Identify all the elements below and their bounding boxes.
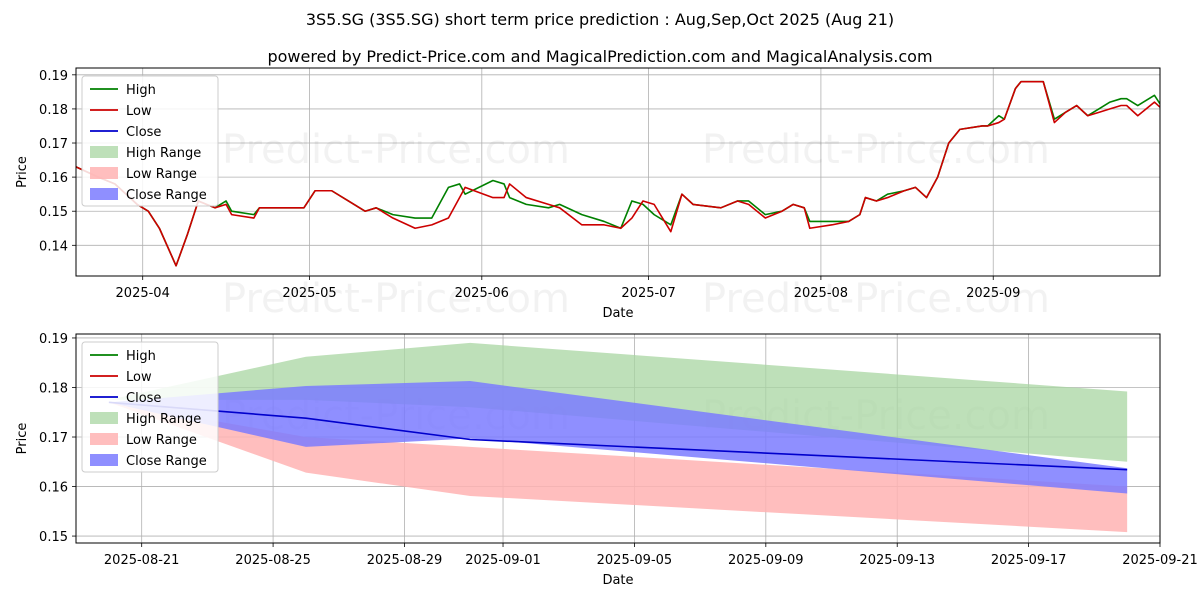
plot-frame	[75, 333, 1161, 544]
legend-label: High	[126, 83, 156, 98]
x-tick-label: 2025-04	[116, 286, 170, 301]
plot-area	[76, 80, 1160, 267]
legend-label: Low Range	[126, 167, 197, 182]
watermark-text: Predict-Price.com	[222, 127, 570, 173]
legend-label: High Range	[126, 412, 201, 427]
x-tick-label: 2025-08-25	[235, 553, 311, 568]
y-tick-label: 0.18	[39, 103, 68, 118]
y-tick-label: 0.18	[39, 381, 68, 396]
x-axis-label: Date	[602, 306, 633, 321]
x-tick-label: 2025-09-05	[597, 553, 673, 568]
y-tick-label: 0.19	[39, 332, 68, 347]
legend-label: Close Range	[126, 188, 207, 203]
legend-label: Close	[126, 125, 161, 140]
watermark-text: Predict-Price.com	[222, 276, 570, 322]
y-tick-label: 0.16	[39, 171, 68, 186]
x-tick-label: 2025-07	[621, 286, 675, 301]
x-tick-label: 2025-09-17	[991, 553, 1067, 568]
x-tick-label: 2025-08-29	[367, 553, 443, 568]
y-tick-label: 0.17	[39, 431, 68, 446]
legend-label: Low	[126, 104, 152, 119]
x-axis-label: Date	[602, 573, 633, 588]
y-tick-label: 0.17	[39, 137, 68, 152]
y-tick-label: 0.15	[39, 530, 68, 545]
x-tick-label: 2025-09-01	[465, 553, 541, 568]
y-axis-label: Price	[15, 423, 30, 455]
legend-label: High	[126, 349, 156, 364]
legend-label: Low	[126, 370, 152, 385]
y-tick-label: 0.14	[39, 239, 68, 254]
x-tick-label: 2025-06	[455, 286, 509, 301]
y-tick-label: 0.16	[39, 481, 68, 496]
legend-swatch-low-range	[90, 433, 118, 445]
x-tick-label: 2025-08	[794, 286, 848, 301]
legend-label: High Range	[126, 146, 201, 161]
legend-swatch-close-range	[90, 188, 118, 200]
legend-swatch-close-range	[90, 454, 118, 466]
legend-label: Close	[126, 391, 161, 406]
watermark-text: Predict-Price.com	[702, 127, 1050, 173]
x-tick-label: 2025-08-21	[104, 553, 180, 568]
watermark-text: Predict-Price.com	[702, 276, 1050, 322]
chart-panel-2: 2025-08-21 2025-08-25 2025-08-29 2025-09-01…	[15, 332, 1198, 588]
plot-area	[108, 342, 1128, 533]
legend-swatch-high-range	[90, 412, 118, 424]
y-tick-label: 0.19	[39, 69, 68, 84]
low-range-band	[108, 402, 1128, 533]
chart-subtitle: powered by Predict-Price.com and Magical…	[267, 47, 933, 66]
y-axis-label: Price	[15, 156, 30, 188]
x-tick-label: 2025-09	[966, 286, 1020, 301]
close-range-band	[108, 381, 1128, 494]
x-tick-label: 2025-09-13	[859, 553, 935, 568]
legend-label: Low Range	[126, 433, 197, 448]
low-series-line	[76, 80, 1160, 267]
chart-title: 3S5.SG (3S5.SG) short term price predict…	[305, 10, 895, 29]
x-tick-label: 2025-05	[282, 286, 336, 301]
plot-frame	[75, 67, 1161, 277]
legend-swatch-low-range	[90, 167, 118, 179]
legend-swatch-high-range	[90, 146, 118, 158]
legend-label: Close Range	[126, 454, 207, 469]
chart-panel-1: 2025-04 2025-05 2025-06 2025-07 2025-08 2025-…	[15, 67, 1161, 322]
y-tick-label: 0.15	[39, 205, 68, 220]
x-tick-label: 2025-09-21	[1122, 553, 1198, 568]
x-tick-label: 2025-09-09	[728, 553, 804, 568]
